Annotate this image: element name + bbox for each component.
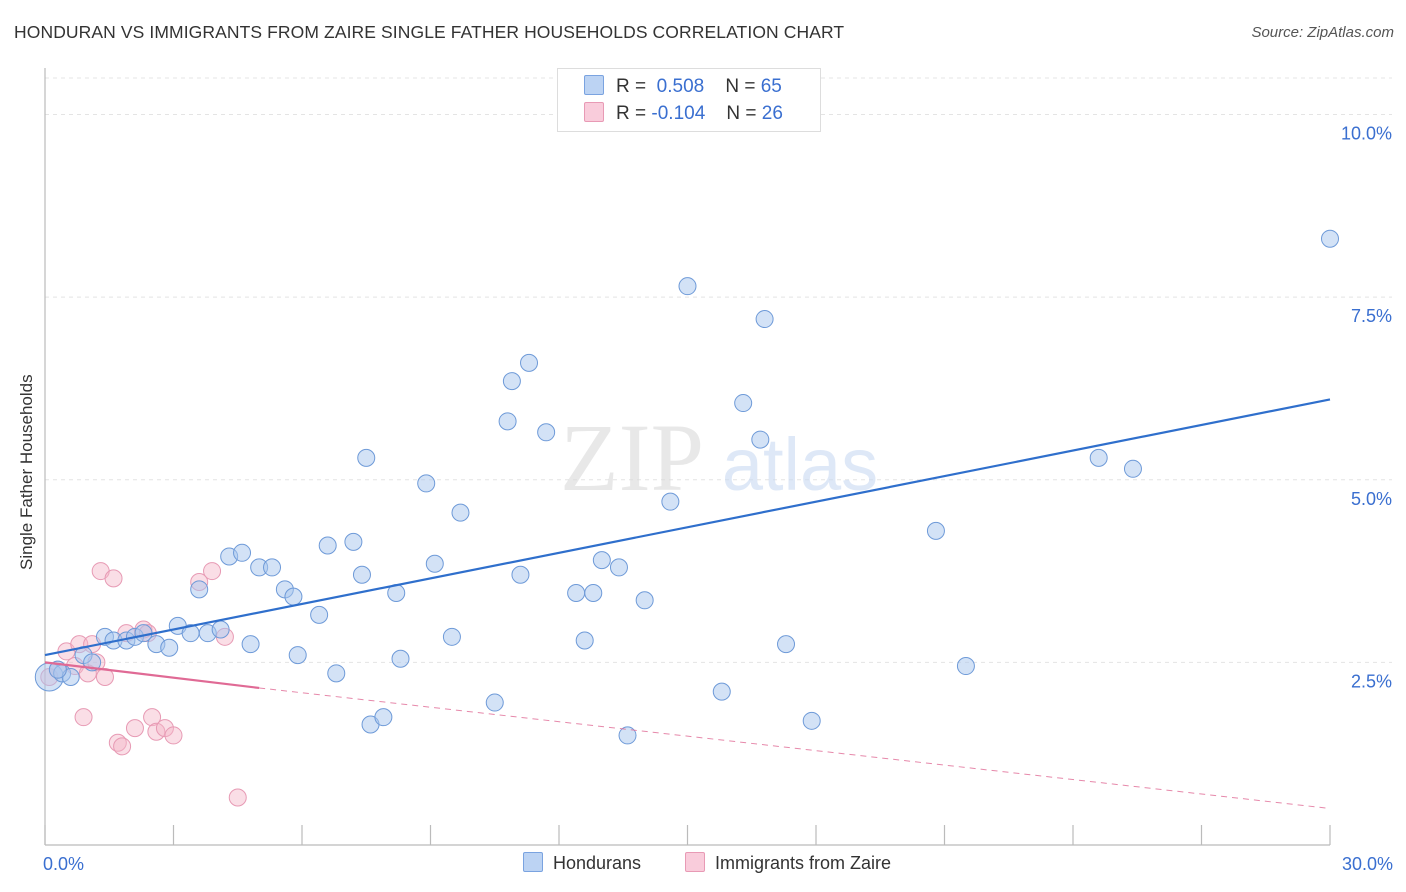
bottom-legend-swatch-zaire <box>685 852 705 872</box>
honduran-point <box>678 277 697 296</box>
honduran-points <box>34 229 1339 745</box>
honduran-point <box>751 430 770 449</box>
grid-lines <box>45 77 1392 663</box>
honduran-point <box>327 664 346 683</box>
honduran-point <box>288 646 307 665</box>
honduran-point <box>1123 459 1142 478</box>
y-axis-label: Single Father Households <box>17 374 36 570</box>
honduran-point <box>502 372 521 391</box>
y-tick-label: 2.5% <box>1351 671 1392 691</box>
honduran-point <box>374 708 393 727</box>
honduran-point <box>511 565 530 584</box>
honduran-point <box>926 521 945 540</box>
honduran-point <box>661 492 680 511</box>
honduran-point <box>451 503 470 522</box>
honduran-point <box>712 682 731 701</box>
honduran-point <box>1089 448 1108 467</box>
honduran-point <box>802 711 821 730</box>
zaire-point <box>113 737 132 756</box>
legend-n-value: 65 <box>760 76 782 97</box>
y-tick-label: 7.5% <box>1351 306 1392 326</box>
zaire-point <box>147 722 166 741</box>
honduran-point <box>485 693 504 712</box>
honduran-point <box>584 583 603 602</box>
honduran-point <box>241 635 260 654</box>
honduran-point <box>160 638 179 657</box>
honduran-point <box>635 591 654 610</box>
honduran-point <box>233 543 252 562</box>
zaire-point <box>74 708 93 727</box>
legend-n-label: N = <box>725 76 756 97</box>
honduran-point <box>609 558 628 577</box>
y-tick-label: 10.0% <box>1341 124 1392 144</box>
legend-r-label: R = <box>616 103 647 124</box>
bottom-legend-label-hondurans: Hondurans <box>553 853 642 873</box>
legend-r-value: 0.508 <box>656 76 705 97</box>
bottom-legend-hondurans: Hondurans <box>523 852 641 874</box>
honduran-point <box>777 635 796 654</box>
honduran-point <box>344 532 363 551</box>
legend-r-value: -0.104 <box>651 103 706 124</box>
chart-title: HONDURAN VS IMMIGRANTS FROM ZAIRE SINGLE… <box>14 22 845 42</box>
honduran-point <box>1321 229 1339 248</box>
trend-lines <box>44 398 1331 809</box>
bottom-legend-label-zaire: Immigrants from Zaire <box>715 853 892 873</box>
honduran-point <box>352 565 371 584</box>
zaire-point <box>203 562 222 581</box>
zaire-point <box>125 719 144 738</box>
honduran-point <box>310 605 329 624</box>
honduran-point <box>318 536 337 555</box>
honduran-point <box>190 580 209 599</box>
honduran-point <box>734 394 753 413</box>
honduran-point <box>425 554 444 573</box>
watermark-zip: ZIP <box>560 404 704 511</box>
honduran-point <box>618 726 637 745</box>
honduran-point <box>284 587 303 606</box>
legend-row-hondurans: R = 0.508 N = 65 <box>584 75 782 99</box>
honduran-point <box>592 551 611 570</box>
axes <box>44 68 1331 846</box>
x-tick-label: 30.0% <box>1342 854 1393 874</box>
zaire-point <box>143 708 162 727</box>
honduran-point <box>357 448 376 467</box>
honduran-point <box>537 423 556 442</box>
zaire-point <box>164 726 183 745</box>
legend-swatch-hondurans <box>584 75 604 95</box>
honduran-point <box>520 353 539 372</box>
zaire-point <box>104 569 123 588</box>
x-tick-label: 0.0% <box>43 854 84 874</box>
tick-labels: 2.5% 5.0% 7.5% 10.0% 0.0% 30.0% <box>43 124 1393 874</box>
honduran-point <box>498 412 517 431</box>
legend-row-zaire: R = -0.104 N = 26 <box>584 102 783 126</box>
zaire-point <box>228 788 247 807</box>
bottom-legend-swatch-hondurans <box>523 852 543 872</box>
legend-swatch-zaire <box>584 102 604 122</box>
honduran-trend-line <box>44 398 1331 657</box>
honduran-point <box>391 649 410 668</box>
y-tick-label: 5.0% <box>1351 489 1392 509</box>
zaire-trend-line <box>44 661 260 690</box>
honduran-point <box>211 620 230 639</box>
honduran-point <box>417 474 436 493</box>
legend-n-value: 26 <box>761 103 783 124</box>
bottom-legend-zaire: Immigrants from Zaire <box>685 852 891 874</box>
stats-legend: R = 0.508 N = 65 R = -0.104 N = 26 <box>557 68 821 132</box>
honduran-point <box>442 627 461 646</box>
zaire-trend-extension <box>259 687 1331 809</box>
watermark-atlas: atlas <box>722 423 878 506</box>
honduran-point <box>263 558 282 577</box>
legend-n-label: N = <box>726 103 757 124</box>
legend-r-label: R = <box>616 76 647 97</box>
honduran-point <box>567 583 586 602</box>
honduran-point <box>956 657 975 676</box>
honduran-point <box>755 310 774 329</box>
source-label: Source: ZipAtlas.com <box>1251 24 1394 41</box>
honduran-point <box>575 631 594 650</box>
